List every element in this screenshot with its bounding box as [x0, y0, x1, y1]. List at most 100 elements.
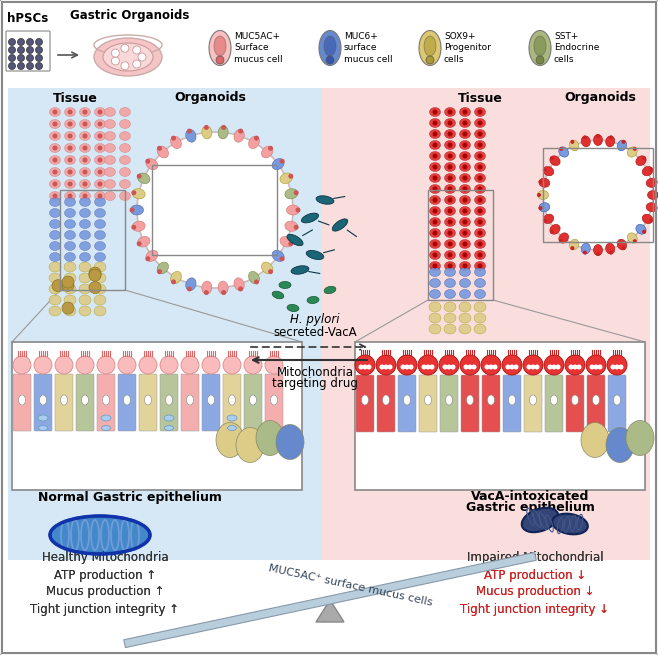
Ellipse shape [105, 143, 116, 153]
Ellipse shape [228, 426, 236, 430]
Ellipse shape [105, 168, 116, 176]
Ellipse shape [124, 395, 130, 405]
Ellipse shape [49, 168, 61, 176]
Circle shape [133, 60, 141, 68]
Ellipse shape [49, 143, 61, 153]
Ellipse shape [157, 262, 168, 274]
Ellipse shape [459, 141, 470, 149]
Circle shape [9, 54, 16, 62]
Bar [322, 88, 650, 560]
Ellipse shape [202, 356, 220, 374]
Text: Healthy Mitochondria: Healthy Mitochondria [41, 552, 168, 565]
Circle shape [463, 198, 467, 202]
Ellipse shape [324, 286, 336, 293]
Circle shape [478, 219, 482, 225]
Ellipse shape [430, 185, 440, 193]
Circle shape [447, 219, 453, 225]
Circle shape [204, 125, 209, 130]
Circle shape [89, 265, 101, 276]
Ellipse shape [636, 225, 646, 234]
Text: H. pylori: H. pylori [290, 314, 340, 326]
Circle shape [9, 39, 16, 45]
Circle shape [268, 269, 273, 274]
Circle shape [550, 230, 554, 234]
Circle shape [447, 143, 453, 147]
Ellipse shape [429, 324, 441, 334]
Ellipse shape [227, 415, 237, 421]
Circle shape [367, 364, 372, 369]
Ellipse shape [606, 428, 634, 462]
Ellipse shape [209, 31, 231, 66]
Circle shape [447, 187, 453, 191]
Circle shape [138, 53, 146, 61]
Ellipse shape [80, 119, 91, 128]
Ellipse shape [64, 168, 76, 176]
Circle shape [432, 198, 438, 202]
Ellipse shape [445, 162, 455, 172]
Ellipse shape [460, 355, 480, 375]
Text: Gastric epithelium: Gastric epithelium [466, 502, 594, 514]
Ellipse shape [474, 229, 486, 238]
Circle shape [121, 45, 129, 52]
Ellipse shape [586, 355, 606, 375]
FancyBboxPatch shape [566, 375, 584, 432]
Circle shape [288, 241, 293, 246]
Text: Impaired Mitochondrial: Impaired Mitochondrial [467, 552, 603, 565]
Ellipse shape [605, 243, 615, 254]
Ellipse shape [82, 395, 88, 405]
Ellipse shape [64, 208, 76, 217]
Ellipse shape [120, 132, 130, 141]
Ellipse shape [256, 421, 284, 455]
Ellipse shape [94, 273, 106, 283]
Circle shape [463, 153, 467, 159]
Circle shape [596, 134, 600, 138]
Circle shape [293, 225, 299, 230]
Circle shape [432, 121, 438, 126]
FancyBboxPatch shape [244, 374, 262, 431]
Ellipse shape [430, 206, 440, 215]
Ellipse shape [332, 219, 347, 231]
Circle shape [68, 170, 72, 174]
Circle shape [254, 136, 259, 141]
Ellipse shape [474, 174, 486, 183]
Text: MUC5AC+
Surface
mucus cell: MUC5AC+ Surface mucus cell [234, 32, 283, 64]
Ellipse shape [459, 278, 470, 288]
Circle shape [97, 181, 103, 187]
Circle shape [642, 156, 646, 160]
Ellipse shape [647, 191, 658, 200]
Ellipse shape [64, 179, 76, 189]
Circle shape [204, 290, 209, 295]
Ellipse shape [103, 395, 109, 405]
Text: Mucus production ↓: Mucus production ↓ [476, 586, 594, 599]
Ellipse shape [105, 191, 116, 200]
Circle shape [597, 364, 603, 369]
Ellipse shape [164, 426, 174, 430]
Circle shape [596, 252, 600, 256]
Circle shape [432, 153, 438, 159]
Circle shape [447, 252, 453, 257]
Circle shape [97, 170, 103, 174]
Ellipse shape [539, 178, 550, 187]
Ellipse shape [132, 189, 145, 199]
Circle shape [538, 180, 542, 184]
Ellipse shape [459, 267, 470, 276]
Ellipse shape [530, 395, 536, 405]
Ellipse shape [445, 195, 455, 204]
Ellipse shape [430, 217, 440, 227]
Ellipse shape [474, 278, 486, 288]
Ellipse shape [382, 395, 390, 405]
FancyBboxPatch shape [265, 374, 283, 431]
Circle shape [478, 132, 482, 136]
Text: Mucus production ↓: Mucus production ↓ [476, 586, 594, 599]
Circle shape [550, 156, 554, 160]
Ellipse shape [376, 355, 396, 375]
Circle shape [157, 146, 162, 151]
Ellipse shape [234, 130, 244, 142]
Ellipse shape [636, 156, 646, 166]
Ellipse shape [218, 281, 228, 294]
Text: secreted-VacA: secreted-VacA [273, 326, 357, 339]
Ellipse shape [474, 151, 486, 160]
Circle shape [171, 280, 176, 284]
Ellipse shape [306, 250, 324, 259]
Ellipse shape [445, 395, 453, 405]
